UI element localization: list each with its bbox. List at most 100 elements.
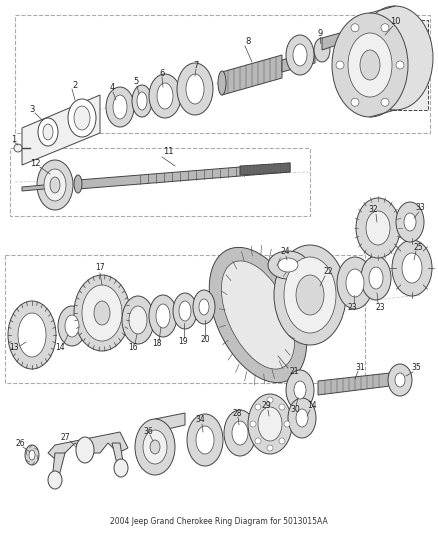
Ellipse shape — [50, 177, 60, 193]
Ellipse shape — [209, 247, 307, 383]
Polygon shape — [22, 95, 100, 165]
Ellipse shape — [48, 471, 62, 489]
Text: 16: 16 — [128, 343, 138, 352]
Ellipse shape — [179, 301, 191, 321]
Text: 17: 17 — [95, 263, 105, 272]
Text: 25: 25 — [413, 243, 423, 252]
Polygon shape — [48, 432, 128, 459]
Text: 35: 35 — [411, 364, 421, 373]
Ellipse shape — [395, 373, 405, 387]
Polygon shape — [240, 163, 290, 175]
Text: 4: 4 — [110, 84, 115, 93]
Ellipse shape — [177, 63, 213, 115]
Ellipse shape — [258, 407, 282, 441]
Ellipse shape — [149, 295, 177, 337]
Ellipse shape — [137, 92, 147, 110]
Ellipse shape — [76, 437, 94, 463]
Text: 26: 26 — [15, 439, 25, 448]
Ellipse shape — [82, 285, 122, 341]
Polygon shape — [22, 184, 55, 191]
Ellipse shape — [288, 398, 316, 438]
Text: 19: 19 — [178, 337, 188, 346]
Ellipse shape — [25, 445, 39, 465]
Polygon shape — [78, 163, 290, 189]
Ellipse shape — [68, 99, 96, 137]
Text: 32: 32 — [368, 206, 378, 214]
Ellipse shape — [114, 459, 128, 477]
Circle shape — [381, 98, 389, 106]
Polygon shape — [222, 55, 282, 95]
Text: 13: 13 — [9, 343, 19, 352]
Text: 10: 10 — [390, 18, 400, 27]
Ellipse shape — [369, 267, 383, 289]
Ellipse shape — [113, 95, 127, 119]
Circle shape — [255, 438, 261, 444]
Ellipse shape — [404, 213, 416, 231]
Ellipse shape — [156, 304, 170, 328]
Ellipse shape — [29, 450, 35, 460]
Ellipse shape — [296, 275, 324, 315]
Ellipse shape — [348, 33, 392, 97]
Ellipse shape — [43, 124, 53, 140]
Text: 36: 36 — [143, 427, 153, 437]
Ellipse shape — [149, 74, 181, 118]
Ellipse shape — [360, 50, 380, 80]
Ellipse shape — [132, 85, 152, 117]
Ellipse shape — [187, 414, 223, 466]
Circle shape — [267, 397, 273, 403]
Circle shape — [279, 404, 285, 410]
Ellipse shape — [38, 118, 58, 146]
Circle shape — [14, 144, 22, 152]
Circle shape — [267, 445, 273, 451]
Ellipse shape — [296, 409, 308, 427]
Ellipse shape — [278, 258, 298, 272]
Ellipse shape — [18, 313, 46, 357]
Ellipse shape — [129, 306, 147, 334]
Ellipse shape — [173, 293, 197, 329]
Ellipse shape — [196, 426, 214, 454]
Text: 18: 18 — [152, 340, 162, 349]
Text: 6: 6 — [159, 69, 165, 77]
Ellipse shape — [286, 370, 314, 410]
Text: 23: 23 — [375, 303, 385, 311]
Ellipse shape — [157, 83, 173, 109]
Ellipse shape — [248, 394, 292, 454]
Ellipse shape — [186, 74, 204, 104]
Ellipse shape — [74, 106, 90, 130]
Text: 8: 8 — [245, 37, 251, 46]
Text: 12: 12 — [30, 158, 40, 167]
Text: 5: 5 — [134, 77, 138, 86]
Ellipse shape — [366, 211, 390, 245]
Text: 23: 23 — [347, 303, 357, 311]
Text: 3: 3 — [29, 106, 35, 115]
Ellipse shape — [135, 419, 175, 475]
Text: 27: 27 — [60, 433, 70, 442]
Text: 11: 11 — [163, 148, 173, 157]
Polygon shape — [390, 20, 428, 110]
Ellipse shape — [199, 299, 209, 315]
Ellipse shape — [74, 275, 130, 351]
Ellipse shape — [346, 269, 364, 297]
Text: 20: 20 — [200, 335, 210, 344]
Ellipse shape — [143, 430, 167, 464]
Ellipse shape — [356, 198, 400, 258]
Circle shape — [336, 61, 344, 69]
Polygon shape — [322, 33, 340, 50]
Circle shape — [396, 61, 404, 69]
Text: 29: 29 — [261, 401, 271, 410]
Text: 2004 Jeep Grand Cherokee Ring Diagram for 5013015AA: 2004 Jeep Grand Cherokee Ring Diagram fo… — [110, 518, 328, 527]
Polygon shape — [318, 373, 390, 395]
Ellipse shape — [284, 257, 336, 333]
Ellipse shape — [44, 169, 66, 201]
Ellipse shape — [122, 296, 154, 344]
Ellipse shape — [221, 261, 295, 369]
Ellipse shape — [8, 301, 56, 369]
Ellipse shape — [314, 38, 330, 62]
Ellipse shape — [37, 160, 73, 210]
Text: 24: 24 — [280, 247, 290, 256]
Circle shape — [351, 98, 359, 106]
Text: 28: 28 — [232, 408, 242, 417]
Text: 30: 30 — [290, 406, 300, 415]
Text: 14: 14 — [307, 401, 317, 410]
Polygon shape — [282, 51, 315, 72]
